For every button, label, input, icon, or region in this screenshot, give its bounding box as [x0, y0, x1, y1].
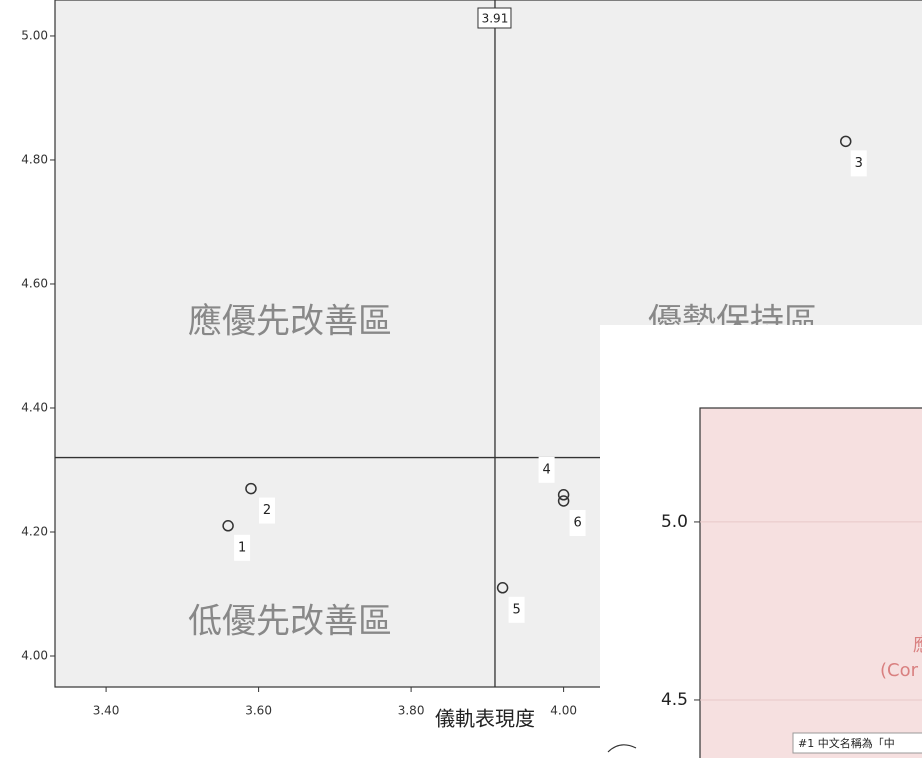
point-label-box	[234, 534, 251, 561]
reference-label-box	[477, 7, 512, 29]
quadrant-label: 應優先改善區	[188, 302, 392, 342]
reference-label: 3.91	[482, 12, 509, 26]
y-tick-label: 4.20	[21, 524, 48, 538]
point-label-box	[569, 509, 586, 536]
data-point	[222, 520, 234, 532]
x-tick-label: 3.80	[398, 704, 425, 718]
chart-2: 4.5 5.0 應 (Cor #1 中文名稱為「中	[661, 407, 922, 758]
point-label-box	[258, 497, 275, 524]
data-point	[496, 582, 509, 594]
x-tick-label: 3.60	[245, 704, 272, 718]
point-label-box	[508, 596, 525, 623]
data-point	[557, 495, 570, 507]
x-axis-title: 儀軌表現度	[435, 707, 535, 731]
y-tick-label: 5.00	[21, 28, 48, 42]
point-label: 2	[263, 503, 271, 518]
y-tick-label: 5.0	[661, 512, 688, 532]
y-tick-label: 4.40	[21, 400, 48, 414]
data-point	[839, 135, 852, 148]
point-label: 1	[238, 540, 246, 555]
note-box	[792, 732, 922, 754]
point-label-box	[850, 150, 867, 177]
point-label: 6	[573, 515, 581, 530]
plot-area	[699, 407, 922, 758]
point-label: 3	[855, 156, 863, 171]
note: #1 中文名稱為「中	[798, 736, 895, 750]
data-point	[557, 489, 570, 501]
x-tick-label: 3.40	[93, 704, 120, 718]
y-tick-label: 4.00	[21, 648, 48, 662]
point-label: 4	[542, 462, 550, 477]
data-point	[245, 482, 257, 495]
y-tick-label: 4.60	[21, 276, 48, 290]
point-label-box	[538, 456, 555, 483]
quadrant-label: 低優先改善區	[188, 602, 392, 642]
y-tick-label: 4.5	[661, 690, 688, 710]
point-label: 5	[512, 602, 520, 617]
overlay-icon	[607, 744, 637, 753]
annotation: (Cor	[880, 660, 919, 681]
annotation: 應	[913, 634, 922, 656]
y-tick-label: 4.80	[21, 152, 48, 166]
x-tick-label: 4.00	[550, 704, 577, 718]
